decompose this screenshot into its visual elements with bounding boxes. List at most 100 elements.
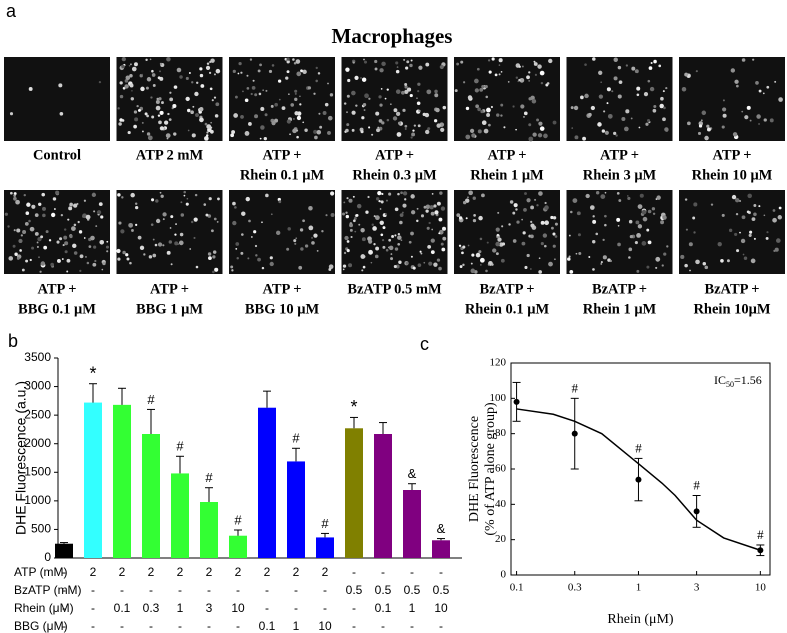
cell bbox=[569, 269, 574, 274]
cell bbox=[418, 109, 421, 113]
cell bbox=[278, 200, 282, 204]
table-cell: - bbox=[62, 619, 66, 633]
cell bbox=[503, 126, 506, 129]
cell bbox=[371, 223, 374, 226]
cell bbox=[343, 102, 347, 105]
cell bbox=[145, 58, 148, 62]
cell bbox=[439, 64, 444, 70]
cell bbox=[265, 89, 268, 92]
cell bbox=[410, 59, 413, 62]
cell bbox=[248, 219, 251, 223]
cell bbox=[130, 192, 135, 198]
cell bbox=[613, 57, 618, 62]
cell bbox=[368, 249, 373, 255]
cell bbox=[42, 213, 46, 218]
cell bbox=[365, 210, 369, 214]
significance-marker: # bbox=[205, 470, 213, 485]
cell bbox=[523, 116, 525, 118]
cell bbox=[375, 197, 380, 201]
cell bbox=[748, 233, 752, 237]
cell bbox=[10, 191, 13, 195]
bar bbox=[432, 540, 450, 558]
table-cell: - bbox=[236, 619, 240, 633]
cell bbox=[4, 212, 8, 216]
cell bbox=[139, 245, 145, 250]
cell bbox=[394, 247, 399, 251]
cell bbox=[258, 92, 262, 96]
cell bbox=[501, 225, 504, 228]
image-background bbox=[566, 57, 673, 141]
table-cell: 0.5 bbox=[346, 583, 363, 597]
cell bbox=[397, 121, 402, 125]
cell bbox=[616, 192, 620, 195]
cell bbox=[38, 256, 40, 259]
cell bbox=[386, 88, 389, 91]
cell bbox=[93, 245, 97, 249]
y-tick-label: 100 bbox=[490, 392, 507, 404]
cell bbox=[570, 210, 573, 214]
cell bbox=[423, 261, 426, 264]
cell bbox=[187, 129, 190, 132]
cell bbox=[149, 58, 152, 61]
cell bbox=[242, 90, 244, 93]
cell bbox=[646, 265, 650, 269]
bar bbox=[113, 404, 131, 558]
cell bbox=[41, 192, 46, 197]
image-background bbox=[341, 57, 448, 141]
cell bbox=[302, 69, 307, 75]
cell bbox=[166, 137, 169, 140]
cell bbox=[472, 196, 476, 200]
image-label: Rhein 1 μM bbox=[470, 167, 544, 183]
cell bbox=[617, 224, 620, 227]
cell bbox=[385, 199, 388, 202]
cell bbox=[481, 84, 485, 89]
cell bbox=[635, 220, 640, 225]
cell bbox=[434, 210, 439, 215]
cell bbox=[467, 244, 470, 247]
table-cell: - bbox=[323, 583, 327, 597]
cell bbox=[270, 104, 274, 108]
cell bbox=[462, 200, 467, 205]
cell bbox=[294, 242, 297, 245]
cell bbox=[625, 109, 630, 114]
cell bbox=[530, 205, 535, 210]
cell bbox=[467, 95, 473, 100]
cell bbox=[717, 241, 722, 247]
table-cell: - bbox=[149, 583, 153, 597]
micrograph bbox=[454, 190, 560, 274]
image-label: BBG 0.1 μM bbox=[18, 301, 96, 317]
cell bbox=[160, 194, 164, 198]
cell bbox=[373, 215, 376, 218]
cell bbox=[296, 71, 302, 77]
cell bbox=[722, 107, 727, 112]
table-row-label: BzATP (mM) bbox=[14, 583, 82, 597]
cell bbox=[196, 81, 199, 84]
cell bbox=[327, 115, 333, 121]
cell bbox=[433, 204, 437, 208]
cell bbox=[98, 81, 102, 84]
cell bbox=[381, 192, 384, 196]
cell bbox=[248, 122, 252, 126]
cell bbox=[471, 133, 476, 138]
cell bbox=[285, 76, 289, 80]
cell bbox=[281, 106, 286, 111]
cell bbox=[406, 60, 410, 64]
cell bbox=[604, 191, 607, 194]
cell bbox=[360, 254, 366, 259]
cell bbox=[417, 82, 421, 86]
micrograph bbox=[454, 57, 560, 142]
cell bbox=[375, 246, 380, 251]
table-cell: - bbox=[323, 601, 327, 615]
cell bbox=[481, 193, 485, 198]
cell bbox=[141, 73, 143, 76]
cell bbox=[293, 61, 297, 65]
cell bbox=[396, 66, 399, 68]
cell bbox=[528, 71, 531, 74]
cell bbox=[425, 129, 430, 135]
cell bbox=[120, 229, 125, 234]
cell bbox=[772, 209, 776, 212]
cell bbox=[174, 233, 177, 236]
cell bbox=[526, 75, 530, 80]
image-label: ATP + bbox=[37, 281, 76, 297]
cell bbox=[401, 90, 405, 95]
